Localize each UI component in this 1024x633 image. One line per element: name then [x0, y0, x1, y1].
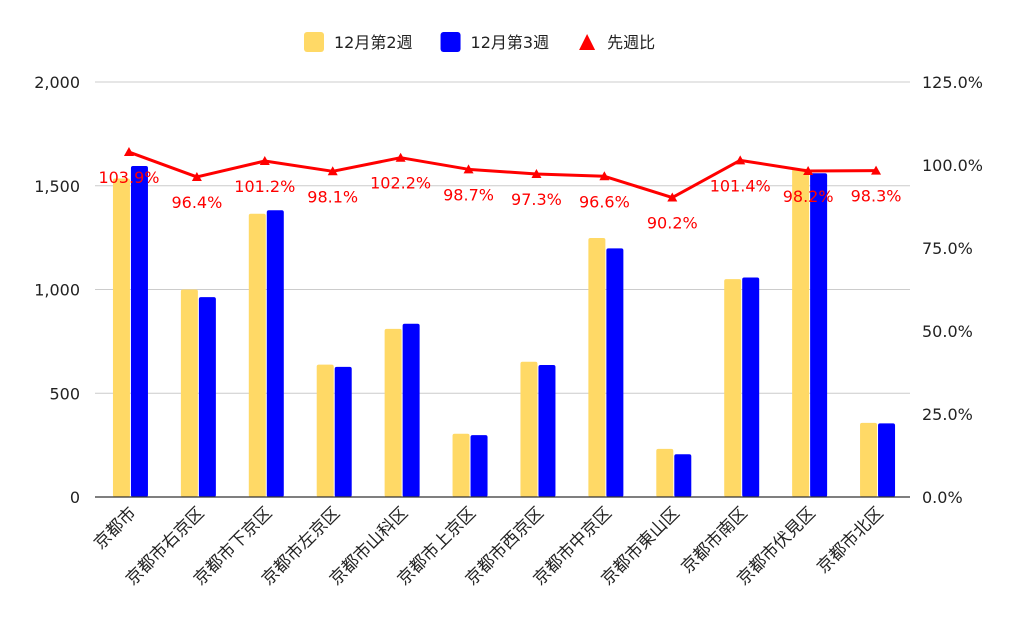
category-label: 京都市南区	[677, 503, 751, 577]
left-axis-tick-label: 2,000	[34, 73, 80, 92]
bar-12月第3週	[402, 323, 420, 497]
legend-label: 12月第3週	[471, 33, 550, 52]
legend-marker	[579, 34, 596, 50]
legend-label: 先週比	[607, 33, 655, 52]
right-axis-tick-label: 25.0%	[922, 405, 973, 424]
bar-12月第2週	[248, 213, 266, 497]
left-axis-tick-label: 500	[49, 384, 80, 403]
bar-12月第3週	[742, 277, 760, 497]
data-label: 101.2%	[234, 177, 295, 196]
right-axis-tick-label: 75.0%	[922, 239, 973, 258]
line-先週比	[128, 150, 877, 200]
line-point-marker	[599, 171, 610, 181]
left-axis-tick-label: 0	[70, 488, 80, 507]
bar-12月第3週	[674, 454, 692, 497]
line-point-marker	[735, 155, 746, 165]
category-label: 京都市	[90, 503, 140, 553]
bar-12月第2週	[860, 422, 878, 497]
data-label: 96.6%	[579, 192, 630, 211]
legend-swatch	[440, 32, 461, 52]
left-axis-tick-label: 1,000	[34, 281, 80, 300]
line-point-marker	[667, 192, 678, 202]
line-point-marker	[803, 165, 814, 175]
bar-12月第3週	[470, 435, 488, 497]
bar-12月第3週	[810, 173, 828, 498]
bar-12月第2週	[112, 178, 130, 498]
category-label: 京都市北区	[813, 503, 887, 577]
line-point-marker	[395, 152, 406, 162]
bar-12月第2週	[384, 328, 402, 497]
bar-12月第2週	[792, 168, 810, 498]
legend-swatch	[304, 32, 324, 52]
bar-12月第2週	[316, 364, 334, 497]
bar-12月第2週	[180, 289, 198, 497]
data-label: 96.4%	[171, 193, 222, 212]
bar-12月第3週	[538, 365, 556, 497]
left-axis-tick-label: 1,500	[34, 177, 80, 196]
line-point-marker	[327, 166, 338, 176]
bar-12月第3週	[266, 210, 284, 498]
data-label: 98.3%	[851, 187, 902, 206]
bar-12月第2週	[724, 279, 742, 497]
right-axis-tick-label: 50.0%	[922, 322, 973, 341]
legend-label: 12月第2週	[334, 33, 413, 52]
data-label: 98.1%	[307, 187, 358, 206]
data-label: 98.7%	[443, 185, 494, 204]
line-point-marker	[871, 165, 882, 175]
line-point-marker	[259, 156, 270, 166]
line-point-marker	[191, 171, 202, 181]
data-label: 102.2%	[370, 174, 431, 193]
right-axis-tick-label: 100.0%	[922, 156, 983, 175]
line-point-marker	[123, 147, 134, 157]
line-point-marker	[463, 164, 474, 174]
right-axis-tick-label: 125.0%	[922, 73, 983, 92]
data-label: 90.2%	[647, 214, 698, 233]
bar-12月第3週	[878, 423, 896, 497]
bar-12月第2週	[588, 238, 606, 498]
line-point-marker	[531, 168, 542, 178]
bar-12月第2週	[452, 433, 470, 497]
right-axis-tick-label: 0.0%	[922, 488, 963, 507]
bar-12月第3週	[606, 248, 624, 497]
data-label: 103.9%	[98, 168, 159, 187]
bar-12月第3週	[334, 366, 352, 497]
bar-12月第3週	[130, 166, 148, 497]
bar-12月第2週	[520, 361, 538, 497]
data-label: 97.3%	[511, 190, 562, 209]
data-label: 101.4%	[710, 176, 771, 195]
bar-12月第2週	[656, 448, 674, 497]
bar-12月第3週	[198, 297, 216, 497]
data-label: 98.2%	[783, 187, 834, 206]
